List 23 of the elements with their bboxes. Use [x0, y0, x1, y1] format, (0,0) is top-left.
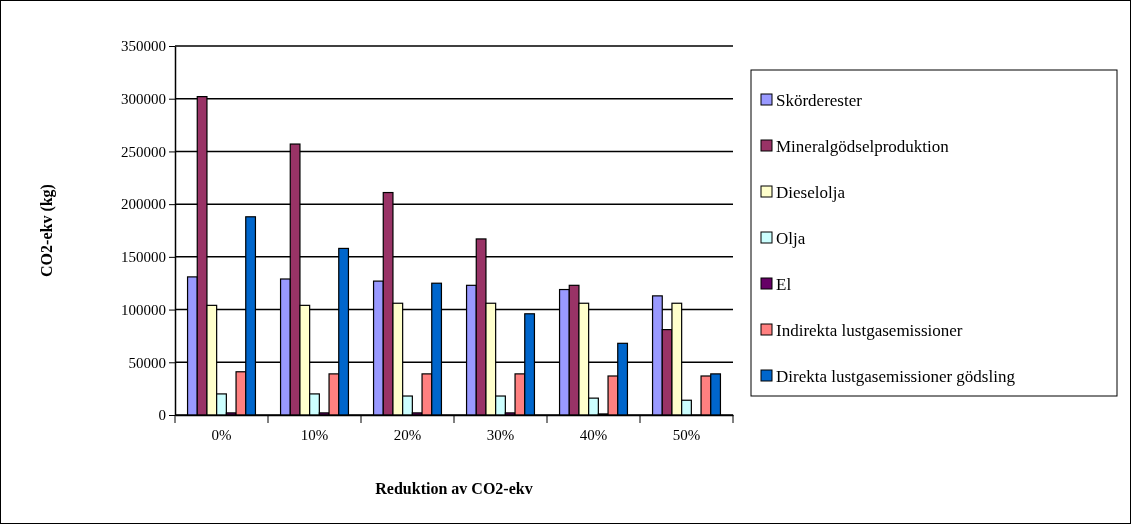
legend-label: Mineralgödselproduktion	[776, 137, 950, 156]
x-tick-label: 20%	[393, 426, 422, 443]
x-tick-label: 30%	[486, 426, 515, 443]
y-tick-label: 100000	[121, 301, 166, 318]
y-tick-label: 50000	[128, 354, 166, 371]
x-tick-label: 40%	[579, 426, 608, 443]
y-tick-label: 200000	[121, 196, 166, 213]
y-tick-label: 0	[158, 407, 166, 424]
x-tick-label: 0%	[211, 426, 232, 443]
legend-label: Direkta lustgasemissioner gödsling	[776, 367, 1016, 386]
x-tick-label: 50%	[672, 426, 701, 443]
x-axis-title: Reduktion av CO2-ekv	[375, 480, 533, 497]
y-tick-label: 250000	[121, 143, 166, 160]
y-tick-label: 150000	[121, 249, 166, 266]
y-tick-label: 350000	[121, 38, 166, 55]
legend-label: Skörderester	[776, 91, 863, 110]
legend-label: Indirekta lustgasemissioner	[776, 321, 963, 340]
y-tick-label: 300000	[121, 91, 166, 108]
y-axis-title: CO2-ekv (kg)	[38, 184, 56, 277]
x-tick-label: 10%	[300, 426, 329, 443]
legend-label: Dieselolja	[776, 183, 846, 202]
legend-label: El	[776, 275, 792, 294]
legend-label: Olja	[776, 229, 806, 248]
